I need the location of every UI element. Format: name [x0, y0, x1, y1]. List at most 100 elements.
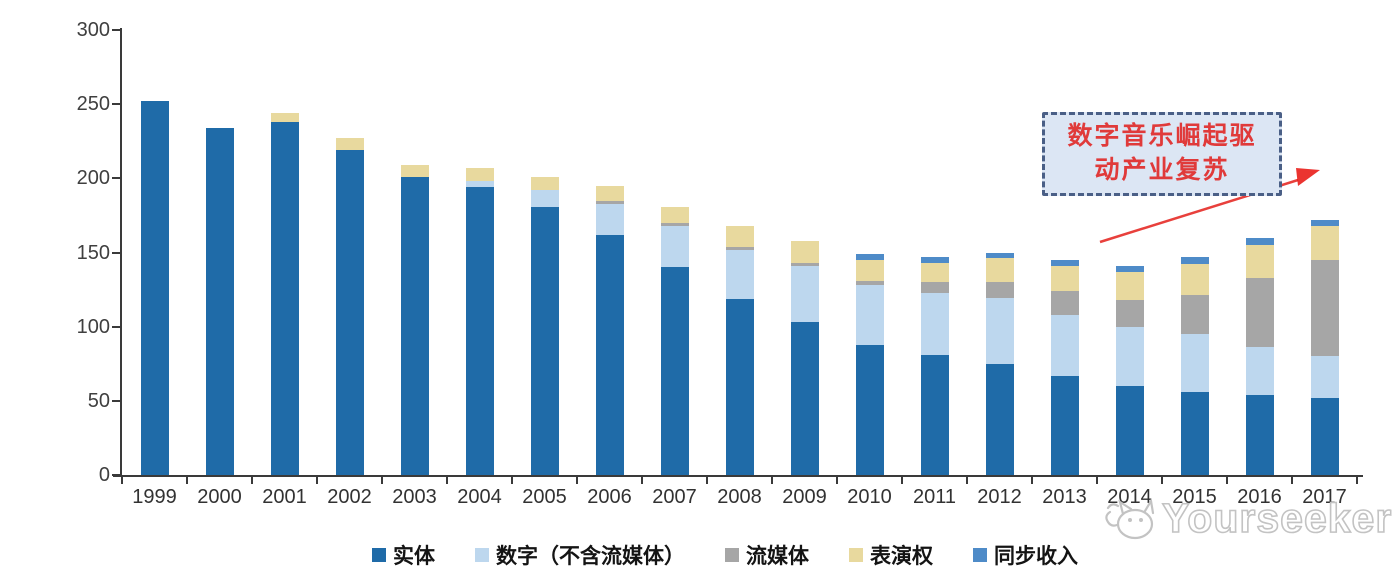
bar-segment — [855, 280, 884, 286]
y-tick-label-0: 0 — [98, 464, 110, 486]
y-tick-label-50: 50 — [87, 389, 110, 412]
bar-1999 — [140, 101, 169, 475]
x-tick-mark — [901, 477, 903, 484]
bar-segment — [530, 206, 559, 475]
bar-segment — [985, 363, 1014, 475]
legend-item: 数字（不含流媒体） — [475, 540, 685, 570]
bar-segment — [660, 206, 689, 223]
bar-segment — [985, 298, 1014, 364]
bar-segment — [400, 164, 429, 177]
bar-2011 — [920, 256, 949, 475]
x-tick-label-2012: 2012 — [977, 486, 1022, 508]
bar-segment — [270, 113, 299, 122]
y-tick-mark — [112, 399, 121, 402]
bar-segment — [855, 285, 884, 345]
bar-segment — [1180, 256, 1209, 265]
bar-segment — [465, 187, 494, 475]
bar-segment — [1245, 245, 1274, 278]
bar-segment — [1050, 375, 1079, 475]
bar-segment — [1180, 334, 1209, 392]
bar-2002 — [335, 138, 364, 475]
bar-segment — [660, 222, 689, 226]
bar-segment — [335, 138, 364, 151]
x-tick-label-2007: 2007 — [652, 486, 697, 508]
bar-segment — [465, 167, 494, 182]
x-tick-label-2003: 2003 — [392, 486, 437, 508]
legend-swatch-icon — [849, 548, 863, 562]
bar-segment — [1050, 291, 1079, 315]
x-tick-label-2006: 2006 — [587, 486, 632, 508]
bar-2010 — [855, 254, 884, 475]
bar-segment — [1310, 220, 1339, 226]
x-tick-mark — [446, 477, 448, 484]
legend: 实体 数字（不含流媒体） 流媒体 表演权 同步收入 — [372, 540, 1078, 570]
x-tick-mark — [121, 477, 123, 484]
legend-label: 实体 — [393, 544, 435, 568]
x-tick-mark — [1096, 477, 1098, 484]
watermark: Yourseeker — [1098, 494, 1392, 550]
y-axis-line — [120, 28, 122, 477]
y-tick-mark — [112, 103, 121, 106]
bar-segment — [985, 258, 1014, 283]
bar-segment — [595, 185, 624, 201]
legend-swatch-icon — [725, 548, 739, 562]
legend-swatch-icon — [475, 548, 489, 562]
y-tick-label-250: 250 — [76, 93, 110, 116]
bar-segment — [595, 200, 624, 204]
bar-segment — [595, 203, 624, 235]
x-tick-mark — [1161, 477, 1163, 484]
x-tick-label-2011: 2011 — [912, 486, 956, 508]
legend-item: 实体 — [372, 540, 435, 570]
bar-segment — [660, 225, 689, 268]
bar-segment — [1050, 265, 1079, 292]
x-tick-mark — [316, 477, 318, 484]
bar-segment — [1245, 347, 1274, 395]
x-tick-mark — [1226, 477, 1228, 484]
bar-segment — [855, 259, 884, 281]
x-tick-mark — [836, 477, 838, 484]
legend-label: 流媒体 — [746, 544, 809, 568]
bar-segment — [1310, 397, 1339, 475]
bar-2017 — [1310, 220, 1339, 475]
yourseeker-logo-icon — [1105, 497, 1155, 540]
watermark-text: Yourseeker — [1161, 494, 1393, 542]
x-tick-label-2004: 2004 — [457, 486, 502, 508]
bar-segment — [725, 246, 754, 250]
bar-segment — [920, 256, 949, 263]
x-tick-mark — [771, 477, 773, 484]
bar-2013 — [1050, 260, 1079, 475]
legend-swatch-icon — [973, 548, 987, 562]
bar-2016 — [1245, 237, 1274, 475]
bar-2012 — [985, 252, 1014, 475]
legend-item: 同步收入 — [973, 540, 1078, 570]
bar-segment — [1050, 260, 1079, 266]
y-tick-mark — [112, 474, 121, 476]
x-tick-mark — [706, 477, 708, 484]
x-tick-mark — [251, 477, 253, 484]
bar-2007 — [660, 206, 689, 475]
bar-2015 — [1180, 256, 1209, 475]
legend-item: 表演权 — [849, 540, 933, 570]
legend-swatch-icon — [372, 548, 386, 562]
bar-segment — [205, 127, 234, 475]
y-tick-mark — [112, 325, 121, 328]
bar-segment — [1310, 260, 1339, 357]
bar-segment — [1115, 326, 1144, 386]
legend-label: 表演权 — [870, 544, 933, 568]
bar-segment — [1050, 314, 1079, 376]
bar-segment — [1310, 225, 1339, 261]
y-tick-mark — [112, 29, 121, 31]
annotation-line-1: 数字音乐崛起驱 — [1067, 123, 1257, 151]
x-tick-label-2016: 2016 — [1237, 486, 1282, 508]
bar-segment — [855, 344, 884, 475]
bar-segment — [790, 322, 819, 475]
bar-segment — [790, 265, 819, 323]
x-tick-label-2013: 2013 — [1042, 486, 1087, 508]
bar-segment — [790, 262, 819, 266]
bar-segment — [1115, 386, 1144, 475]
bar-segment — [1180, 295, 1209, 335]
annotation-line-2: 动产业复苏 — [1094, 157, 1230, 184]
y-tick-label-300: 300 — [76, 19, 110, 41]
x-tick-mark — [641, 477, 643, 484]
